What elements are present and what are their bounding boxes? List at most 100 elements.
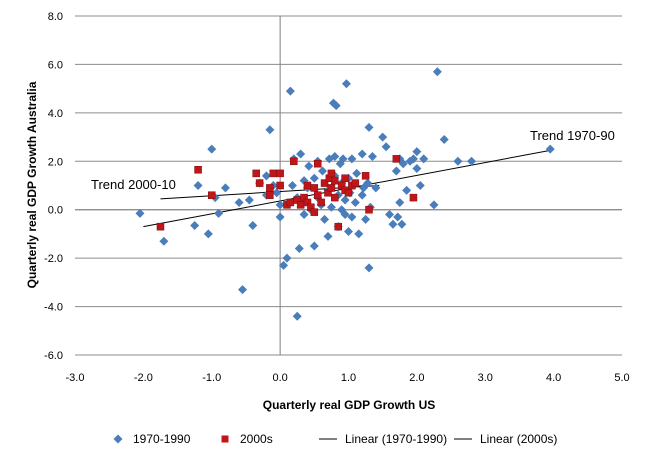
y-tick-label: -4.0 <box>44 302 63 314</box>
data-point-1970-1990 <box>340 195 350 205</box>
legend-label: 2000s <box>240 432 273 446</box>
data-point-2000s <box>331 193 339 202</box>
tick-labels: -6.0 -4.0 -2.0 0.0 2.0 4.0 6.0 8.0 -3.0 -2.0 -1.0 0… <box>44 11 630 384</box>
x-tick-label: 2.0 <box>409 372 424 384</box>
data-point-1970-1990 <box>371 183 381 193</box>
data-point-1970-1990 <box>361 214 371 224</box>
y-tick-label: 8.0 <box>48 11 63 23</box>
legend-marker-square <box>221 435 229 443</box>
x-tick-label: 0.0 <box>272 372 287 384</box>
data-point-1970-1990 <box>318 166 328 176</box>
data-point-1970-1990 <box>265 125 275 135</box>
data-point-1970-1990 <box>193 181 203 190</box>
y-tick-label: 0.0 <box>48 205 63 217</box>
data-point-2000s <box>290 157 298 166</box>
data-point-2000s <box>286 198 295 207</box>
data-point-1970-1990 <box>320 214 330 224</box>
data-point-1970-1990 <box>340 210 350 220</box>
data-point-1970-1990 <box>309 241 319 251</box>
x-tick-label: 4.0 <box>546 372 561 384</box>
data-point-2000s <box>392 155 401 163</box>
data-point-1970-1990 <box>135 208 145 218</box>
data-point-1970-1990 <box>244 195 254 205</box>
data-point-1970-1990 <box>385 210 395 220</box>
data-point-1970-1990 <box>363 178 373 188</box>
data-point-1970-1990 <box>275 200 285 210</box>
data-point-2000s <box>208 191 216 199</box>
data-point-1970-1990 <box>326 202 336 212</box>
x-tick-label: 1.0 <box>341 372 356 384</box>
data-point-1970-1990 <box>299 210 309 220</box>
data-point-1970-1990 <box>214 208 224 218</box>
data-point-2000s <box>303 181 312 190</box>
data-point-1970-1990 <box>364 122 374 132</box>
data-point-2000s <box>156 222 165 231</box>
trend-2000-10-label: Trend 2000-10 <box>91 177 176 192</box>
data-point-1970-1990 <box>391 166 401 176</box>
data-point-1970-1990 <box>367 151 377 161</box>
x-tick-label: -2.0 <box>134 372 153 384</box>
data-point-1970-1990 <box>309 173 319 183</box>
data-point-1970-1990 <box>287 181 297 190</box>
data-point-1970-1990 <box>381 142 391 152</box>
data-point-1970-1990 <box>294 243 304 253</box>
data-point-2000s <box>310 184 319 192</box>
data-point-1970-1990 <box>282 253 292 263</box>
data-point-1970-1990 <box>190 220 200 230</box>
data-point-2000s <box>296 201 305 209</box>
data-point-1970-1990 <box>238 285 248 295</box>
trend-1970-90-label: Trend 1970-90 <box>530 128 615 143</box>
data-point-1970-1990 <box>357 149 367 159</box>
data-point-2000s <box>266 184 274 192</box>
data-point-1970-1990 <box>292 311 302 321</box>
data-point-1970-1990 <box>395 197 405 207</box>
legend-label: Linear (2000s) <box>480 432 557 446</box>
x-axis-title: Quarterly real GDP Growth US <box>263 398 436 412</box>
data-point-2000s <box>255 179 264 187</box>
data-point-1970-1990 <box>279 260 289 270</box>
data-point-1970-1990 <box>429 200 439 210</box>
data-point-1970-1990 <box>296 149 306 159</box>
data-point-2000s <box>266 191 274 199</box>
data-point-2000s <box>252 169 260 178</box>
data-point-1970-1990 <box>412 147 422 157</box>
data-point-1970-1990 <box>398 159 408 169</box>
data-point-1970-1990 <box>338 154 348 164</box>
data-point-1970-1990 <box>467 156 477 166</box>
data-point-1970-1990 <box>248 220 258 230</box>
data-point-2000s <box>310 208 319 216</box>
data-point-1970-1990 <box>344 227 353 237</box>
data-point-1970-1990 <box>432 67 442 77</box>
data-point-1970-1990 <box>453 156 463 166</box>
data-point-2000s <box>194 166 202 174</box>
data-point-2000s <box>276 181 284 190</box>
data-point-2000s <box>331 176 339 185</box>
data-point-1970-1990 <box>545 144 555 154</box>
data-point-2000s <box>409 193 418 202</box>
x-tick-label: 5.0 <box>614 372 629 384</box>
data-point-1970-1990 <box>347 212 357 222</box>
data-point-1970-1990 <box>352 168 362 178</box>
data-point-1970-1990 <box>408 154 418 164</box>
data-point-2000s <box>361 172 370 180</box>
data-point-1970-1990 <box>402 185 412 195</box>
data-point-1970-1990 <box>341 79 351 89</box>
data-point-1970-1990 <box>331 101 341 111</box>
x-tick-label: -3.0 <box>66 372 85 384</box>
data-point-1970-1990 <box>397 219 407 229</box>
data-point-1970-1990 <box>304 161 314 171</box>
data-point-2000s <box>276 169 284 178</box>
data-point-2000s <box>327 184 336 192</box>
legend-label: 1970-1990 <box>133 432 191 446</box>
legend-marker-diamond <box>113 434 123 444</box>
data-point-1970-1990 <box>412 164 422 174</box>
legend: 1970-1990 2000s Linear (1970-1990) Linear (… <box>113 432 557 446</box>
data-point-1970-1990 <box>419 154 429 164</box>
data-point-1970-1990 <box>388 219 398 229</box>
data-point-1970-1990 <box>323 231 333 241</box>
data-point-2000s <box>269 169 278 178</box>
data-point-1970-1990 <box>275 212 285 222</box>
data-point-1970-1990 <box>261 171 271 181</box>
